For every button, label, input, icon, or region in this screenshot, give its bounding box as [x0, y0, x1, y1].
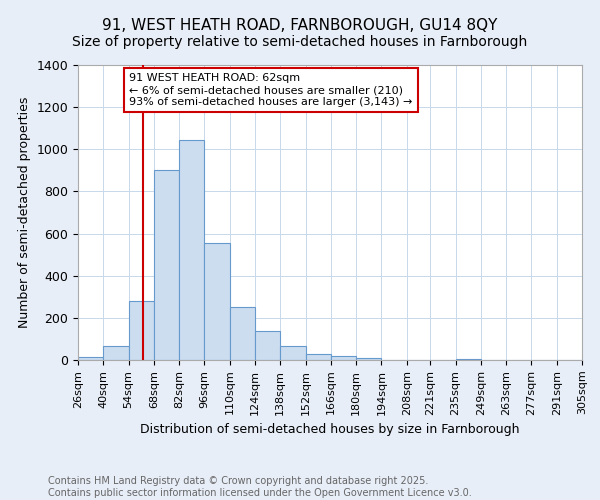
- Y-axis label: Number of semi-detached properties: Number of semi-detached properties: [18, 97, 31, 328]
- Bar: [78, 357, 103, 360]
- Bar: [305, 354, 331, 360]
- X-axis label: Distribution of semi-detached houses by size in Farnborough: Distribution of semi-detached houses by …: [140, 423, 520, 436]
- Bar: [356, 358, 382, 360]
- Bar: [331, 356, 356, 360]
- Bar: [154, 170, 179, 360]
- Bar: [280, 346, 305, 360]
- Bar: [455, 359, 481, 360]
- Bar: [230, 308, 255, 360]
- Bar: [128, 301, 154, 360]
- Text: 91 WEST HEATH ROAD: 62sqm
← 6% of semi-detached houses are smaller (210)
93% of : 91 WEST HEATH ROAD: 62sqm ← 6% of semi-d…: [130, 74, 413, 106]
- Text: Contains HM Land Registry data © Crown copyright and database right 2025.
Contai: Contains HM Land Registry data © Crown c…: [48, 476, 472, 498]
- Bar: [255, 330, 280, 360]
- Bar: [205, 243, 230, 360]
- Text: 91, WEST HEATH ROAD, FARNBOROUGH, GU14 8QY: 91, WEST HEATH ROAD, FARNBOROUGH, GU14 8…: [103, 18, 497, 32]
- Bar: [103, 346, 128, 360]
- Text: Size of property relative to semi-detached houses in Farnborough: Size of property relative to semi-detach…: [73, 35, 527, 49]
- Bar: [179, 140, 205, 360]
